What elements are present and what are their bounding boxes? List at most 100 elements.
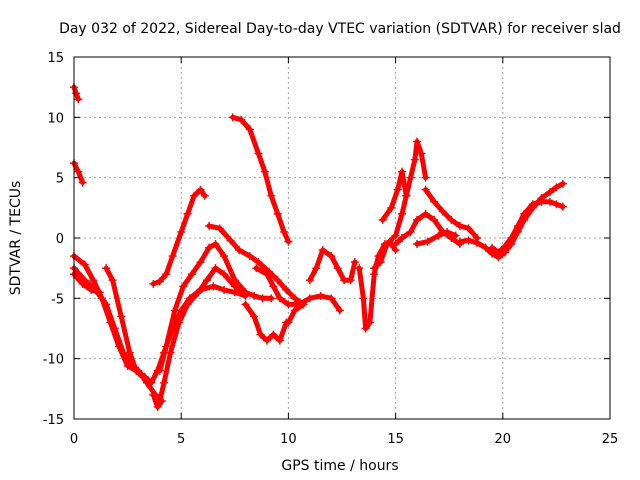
data-point	[226, 236, 235, 245]
data-point	[421, 173, 430, 182]
data-point	[316, 291, 325, 300]
data-point	[177, 227, 186, 236]
data-point	[473, 238, 482, 247]
data-point	[170, 306, 179, 315]
y-axis-ticks: -15 -10 -5 0 5 10 15	[43, 51, 610, 428]
x-tick-label: 10	[280, 432, 297, 447]
x-tick-label: 20	[495, 432, 512, 447]
data-point	[196, 185, 205, 194]
data-point	[194, 288, 203, 297]
data-point	[434, 231, 443, 240]
data-point	[284, 300, 293, 309]
data-point	[406, 227, 415, 236]
data-point	[398, 209, 407, 218]
data-point	[451, 231, 460, 240]
data-point	[430, 215, 439, 224]
data-point	[284, 237, 293, 246]
data-point	[72, 89, 81, 98]
x-tick-label: 25	[602, 432, 619, 447]
data-point	[256, 330, 265, 339]
data-point	[488, 243, 497, 252]
data-point	[417, 149, 426, 158]
data-point	[245, 252, 254, 261]
data-point	[350, 258, 359, 267]
data-point	[430, 197, 439, 206]
series-track	[195, 265, 248, 295]
data-point	[220, 270, 229, 279]
data-point	[365, 318, 374, 327]
data-point	[299, 300, 308, 309]
data-point	[262, 270, 271, 279]
y-tick-label: 0	[56, 232, 64, 247]
data-point	[273, 209, 282, 218]
data-series	[70, 83, 567, 411]
data-point	[513, 221, 522, 230]
data-point	[269, 282, 278, 291]
data-point	[202, 276, 211, 285]
data-point	[260, 167, 269, 176]
data-point	[361, 324, 370, 333]
data-point	[74, 95, 83, 104]
series-track-10	[205, 221, 308, 309]
series-track-24	[488, 197, 567, 257]
data-point	[528, 200, 537, 209]
data-point	[290, 306, 299, 315]
data-point	[215, 224, 224, 233]
data-point	[413, 215, 422, 224]
y-tick-label: 5	[56, 172, 64, 187]
data-point	[464, 224, 473, 233]
data-point	[455, 237, 464, 246]
data-point	[443, 227, 452, 236]
data-point	[250, 312, 259, 321]
data-point	[333, 264, 342, 273]
series-track-16	[305, 246, 359, 285]
data-point	[162, 342, 171, 351]
data-point	[275, 336, 284, 345]
data-point	[376, 258, 385, 267]
data-point	[267, 191, 276, 200]
data-point	[262, 336, 271, 345]
data-point	[520, 209, 529, 218]
data-point	[312, 264, 321, 273]
data-point	[455, 221, 464, 230]
data-point	[95, 288, 104, 297]
data-point	[196, 258, 205, 267]
y-tick-label: -15	[43, 413, 64, 428]
x-axis-title: GPS time / hours	[281, 458, 398, 474]
data-point	[537, 197, 546, 206]
data-point	[142, 378, 151, 387]
y-tick-label: -5	[51, 292, 64, 307]
data-point	[552, 183, 561, 192]
data-point	[494, 248, 503, 257]
y-axis-title: SDTVAR / TECUs	[8, 181, 24, 296]
data-point	[166, 348, 175, 357]
data-point	[175, 318, 184, 327]
data-point	[464, 236, 473, 245]
data-point	[507, 234, 516, 242]
series-track-7	[149, 390, 166, 411]
data-point	[153, 402, 162, 411]
data-point	[220, 285, 229, 294]
data-point	[558, 202, 567, 211]
data-point	[359, 294, 368, 303]
data-point	[398, 234, 407, 242]
data-point	[241, 300, 250, 309]
data-point	[280, 227, 289, 236]
data-point	[117, 312, 126, 321]
data-point	[149, 279, 158, 288]
x-axis-ticks: 0 5 10 15 20 25	[70, 57, 618, 447]
data-point	[149, 390, 158, 399]
data-point	[132, 366, 141, 375]
data-point	[89, 276, 98, 285]
data-point	[275, 294, 284, 303]
data-point	[423, 237, 432, 246]
data-point	[282, 285, 291, 294]
data-point	[545, 197, 554, 206]
data-point	[125, 348, 134, 357]
data-point	[391, 240, 400, 249]
data-point	[327, 294, 336, 303]
x-tick-label: 5	[177, 432, 185, 447]
data-point	[235, 246, 244, 255]
data-point	[438, 207, 447, 216]
